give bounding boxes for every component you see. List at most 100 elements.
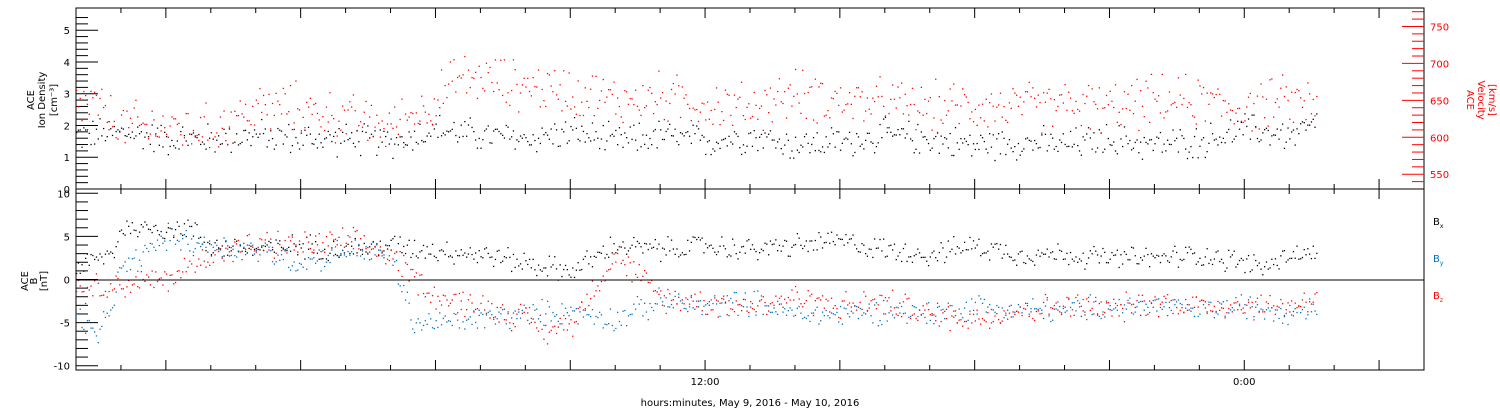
data-point: [1300, 258, 1302, 260]
data-point: [149, 229, 151, 231]
data-point: [568, 323, 570, 325]
data-point: [875, 85, 878, 87]
data-point: [976, 124, 978, 126]
data-point: [1122, 108, 1124, 110]
data-point: [911, 87, 914, 89]
data-point: [1238, 303, 1241, 305]
data-point: [1307, 82, 1309, 84]
data-point: [282, 248, 284, 251]
data-point: [442, 132, 444, 134]
data-point: [661, 138, 664, 141]
data-point: [1154, 296, 1156, 298]
data-point: [1185, 298, 1187, 301]
data-point: [250, 242, 252, 244]
data-point: [911, 305, 914, 307]
data-point: [967, 144, 969, 146]
data-point: [352, 226, 355, 229]
data-point: [133, 257, 135, 259]
data-point: [1059, 311, 1061, 313]
data-point: [466, 308, 468, 311]
data-point: [926, 139, 928, 141]
data-point: [1008, 139, 1011, 141]
data-point: [117, 271, 119, 273]
data-point: [295, 270, 297, 272]
data-point: [218, 135, 220, 137]
data-point: [1062, 307, 1064, 310]
data-point: [1314, 310, 1316, 312]
data-point: [1127, 93, 1129, 95]
data-point: [1037, 249, 1039, 251]
data-point: [142, 148, 144, 150]
data-point: [126, 220, 128, 222]
data-point: [1034, 264, 1036, 266]
data-point: [602, 327, 604, 329]
data-point: [257, 248, 259, 251]
data-point: [329, 134, 331, 136]
data-point: [1197, 315, 1199, 318]
data-point: [360, 154, 362, 157]
data-point: [848, 302, 851, 304]
data-point: [370, 243, 373, 245]
data-point: [325, 106, 328, 108]
data-point: [656, 248, 658, 250]
data-point: [106, 296, 108, 298]
data-point: [1219, 260, 1221, 263]
data-point: [244, 103, 247, 105]
data-point: [155, 249, 157, 251]
data-point: [521, 84, 523, 86]
data-point: [785, 314, 788, 316]
data-point: [667, 306, 669, 308]
data-point: [724, 137, 727, 140]
data-point: [886, 131, 888, 134]
data-point: [349, 236, 351, 238]
data-point: [1271, 135, 1273, 137]
data-point: [487, 252, 489, 255]
data-point: [936, 306, 939, 308]
data-point: [1156, 136, 1158, 138]
data-point: [1240, 309, 1242, 311]
data-point: [390, 123, 392, 125]
data-point: [1043, 301, 1045, 304]
data-point: [1060, 141, 1063, 144]
data-point: [566, 142, 568, 144]
data-point: [694, 293, 696, 295]
data-point: [969, 118, 971, 120]
data-point: [809, 240, 811, 242]
data-point: [1059, 249, 1061, 251]
data-point: [365, 100, 367, 103]
data-point: [494, 128, 497, 130]
data-point: [611, 324, 613, 327]
data-point: [759, 300, 761, 302]
data-point: [881, 250, 883, 252]
data-point: [972, 313, 975, 316]
data-point: [250, 245, 252, 247]
data-point: [455, 91, 457, 93]
data-point: [279, 243, 281, 246]
data-point: [872, 97, 874, 99]
data-point: [784, 298, 786, 300]
data-point: [137, 236, 139, 238]
data-point: [133, 283, 135, 285]
data-point: [845, 308, 847, 310]
data-point: [147, 276, 150, 278]
data-point: [248, 244, 250, 246]
data-point: [962, 88, 964, 90]
data-point: [351, 251, 353, 253]
data-point: [1001, 131, 1003, 133]
data-point: [660, 297, 662, 299]
data-point: [892, 84, 894, 86]
data-point: [162, 146, 164, 148]
data-point: [1237, 309, 1239, 311]
data-point: [430, 253, 432, 255]
data-point: [1134, 311, 1136, 313]
data-point: [189, 250, 191, 252]
data-point: [793, 95, 795, 97]
data-point: [942, 308, 944, 311]
data-point: [104, 104, 107, 107]
data-point: [850, 143, 852, 145]
data-point: [927, 265, 930, 267]
data-point: [113, 125, 115, 128]
data-point: [1192, 296, 1194, 298]
data-point: [782, 153, 784, 155]
data-point: [1226, 111, 1228, 113]
